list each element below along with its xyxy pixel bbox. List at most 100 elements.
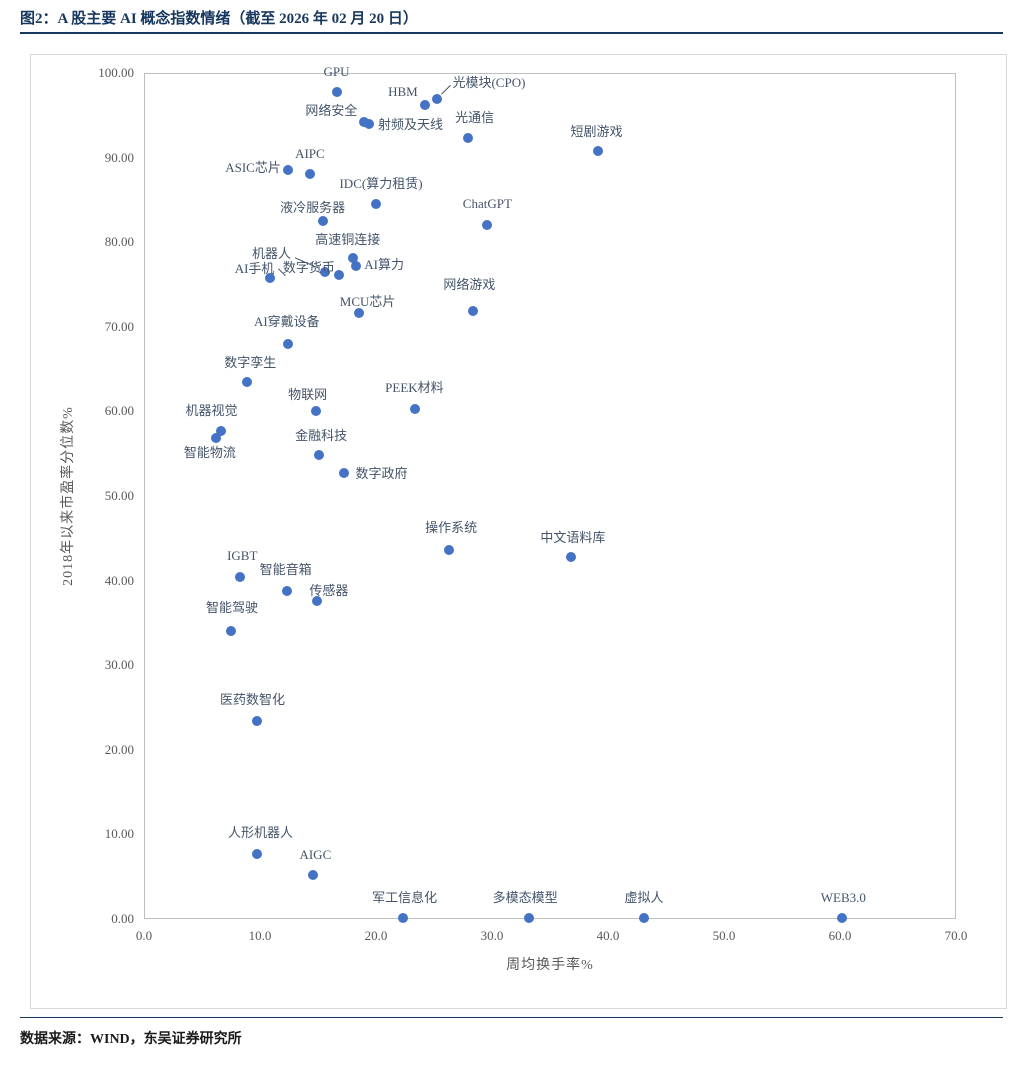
data-point-dot xyxy=(524,913,535,924)
data-point-label: 数字货币 xyxy=(282,260,335,276)
data-point-label: 机器视觉 xyxy=(185,402,238,418)
data-point-label: ASIC芯片 xyxy=(225,160,281,176)
data-point-dot xyxy=(638,913,649,924)
data-point-label: 智能物流 xyxy=(183,444,236,460)
data-point-label: 多模态模型 xyxy=(492,890,558,906)
data-point-label: 军工信息化 xyxy=(372,890,438,906)
data-point-dot xyxy=(304,168,315,179)
x-axis-tick-label: 60.0 xyxy=(828,928,852,943)
y-axis-tick-label: 30.00 xyxy=(104,657,134,673)
data-point-dot xyxy=(311,595,322,606)
title-divider xyxy=(20,32,1003,34)
x-axis-tick-label: 30.0 xyxy=(480,928,504,943)
footer-divider xyxy=(20,1017,1003,1018)
data-point-dot xyxy=(235,572,246,583)
plot-area xyxy=(144,73,956,919)
data-point-label: GPU xyxy=(323,63,350,79)
data-point-label: IDC(算力租赁) xyxy=(339,176,423,192)
x-axis-tick-label: 20.0 xyxy=(364,928,388,943)
data-point-label: WEB3.0 xyxy=(820,890,866,906)
data-point-dot xyxy=(419,100,430,111)
data-point-dot xyxy=(308,870,319,880)
data-point-dot xyxy=(565,551,576,562)
data-point-label: 高速铜连接 xyxy=(315,232,381,248)
data-point-label: 操作系统 xyxy=(425,520,478,536)
data-point-label: ChatGPT xyxy=(462,196,512,212)
x-axis-tick-label: 0.0 xyxy=(135,928,153,943)
data-point-label: 机器人 xyxy=(251,245,291,261)
data-point-dot xyxy=(251,716,262,727)
x-axis-tick-label: 40.0 xyxy=(596,928,620,943)
data-point-dot xyxy=(310,406,321,417)
data-point-dot xyxy=(371,199,381,210)
data-point-label: PEEK材料 xyxy=(385,379,444,395)
y-axis-tick-label: 90.00 xyxy=(104,149,134,165)
data-point-dot xyxy=(282,165,293,176)
data-point-label: AIGC xyxy=(299,847,332,862)
data-point-label: 数字孪生 xyxy=(224,354,277,370)
x-axis-title: 周均换手率% xyxy=(506,958,594,973)
data-point-label: 数字政府 xyxy=(355,466,408,482)
figure-title: 图2：A 股主要 AI 概念指数情绪（截至 2026 年 02 月 20 日） xyxy=(20,11,418,27)
y-axis-tick-label: 60.00 xyxy=(104,403,134,419)
y-axis-tick-label: 80.00 xyxy=(104,234,134,250)
data-point-label: 传感器 xyxy=(309,582,349,598)
data-point-label: 网络游戏 xyxy=(443,276,496,292)
data-point-dot xyxy=(338,468,349,479)
data-point-dot xyxy=(242,376,253,387)
data-point-dot xyxy=(251,848,262,859)
data-point-label: 光通信 xyxy=(455,110,495,126)
y-axis-tick-label: 100.00 xyxy=(98,65,134,80)
data-point-dot xyxy=(482,220,493,231)
y-axis-tick-label: 0.00 xyxy=(111,911,134,926)
y-axis-tick-label: 50.00 xyxy=(104,488,134,503)
data-point-dot xyxy=(444,545,455,556)
data-point-label: 智能驾驶 xyxy=(205,600,259,616)
data-point-label: AI算力 xyxy=(364,256,404,272)
data-point-dot xyxy=(333,270,344,281)
data-point-label: 射频及天线 xyxy=(378,116,444,132)
data-point-dot xyxy=(351,260,362,271)
data-point-dot xyxy=(347,253,358,264)
data-point-dot xyxy=(215,425,226,436)
data-point-label: AIPC xyxy=(295,145,325,161)
data-point-dot xyxy=(468,305,479,316)
y-axis-tick-label: 70.00 xyxy=(104,318,134,334)
y-axis-tick-label: 10.00 xyxy=(104,826,134,842)
data-point-label: 智能音箱 xyxy=(259,561,312,577)
y-axis-tick-label: 20.00 xyxy=(104,741,134,757)
data-point-dot xyxy=(282,338,293,349)
data-point-label: 光模块(CPO) xyxy=(452,75,526,91)
data-point-dot xyxy=(353,308,364,319)
data-point-dot xyxy=(364,118,375,129)
data-point-dot xyxy=(592,145,603,156)
data-source: 数据来源：WIND，东吴证券研究所 xyxy=(20,1032,242,1047)
data-point-dot xyxy=(432,94,443,105)
data-point-label: AI手机 xyxy=(234,260,275,276)
data-point-label: IGBT xyxy=(227,548,258,564)
data-point-label: 网络安全 xyxy=(305,103,358,119)
data-point-dot xyxy=(314,449,325,460)
data-point-dot xyxy=(317,216,328,227)
x-axis-tick-label: 70.0 xyxy=(944,928,968,943)
data-point-dot xyxy=(210,432,221,443)
data-point-dot xyxy=(331,86,342,97)
data-point-dot xyxy=(281,585,292,596)
chart-frame: 2018年以来市盈率分位数% 周均换手率% 0.00 10.00 20.00 30.0… xyxy=(30,54,1007,1009)
x-axis-tick-label: 50.0 xyxy=(712,928,736,943)
data-point-dot xyxy=(410,403,421,414)
data-point-dot xyxy=(462,133,473,144)
data-point-dot xyxy=(319,266,330,277)
data-point-dot xyxy=(265,272,276,283)
y-axis-tick-label: 40.00 xyxy=(104,572,134,588)
data-point-dot xyxy=(226,626,236,637)
data-point-label: 虚拟人 xyxy=(624,890,664,906)
data-point-label: 人形机器人 xyxy=(228,824,294,840)
data-point-dot xyxy=(837,913,848,924)
data-point-label: 医药数智化 xyxy=(220,692,286,708)
data-point-label: MCU芯片 xyxy=(339,294,396,310)
data-point-label: HBM xyxy=(388,84,418,100)
data-point-dot xyxy=(397,913,408,924)
data-point-label: 物联网 xyxy=(288,387,328,403)
